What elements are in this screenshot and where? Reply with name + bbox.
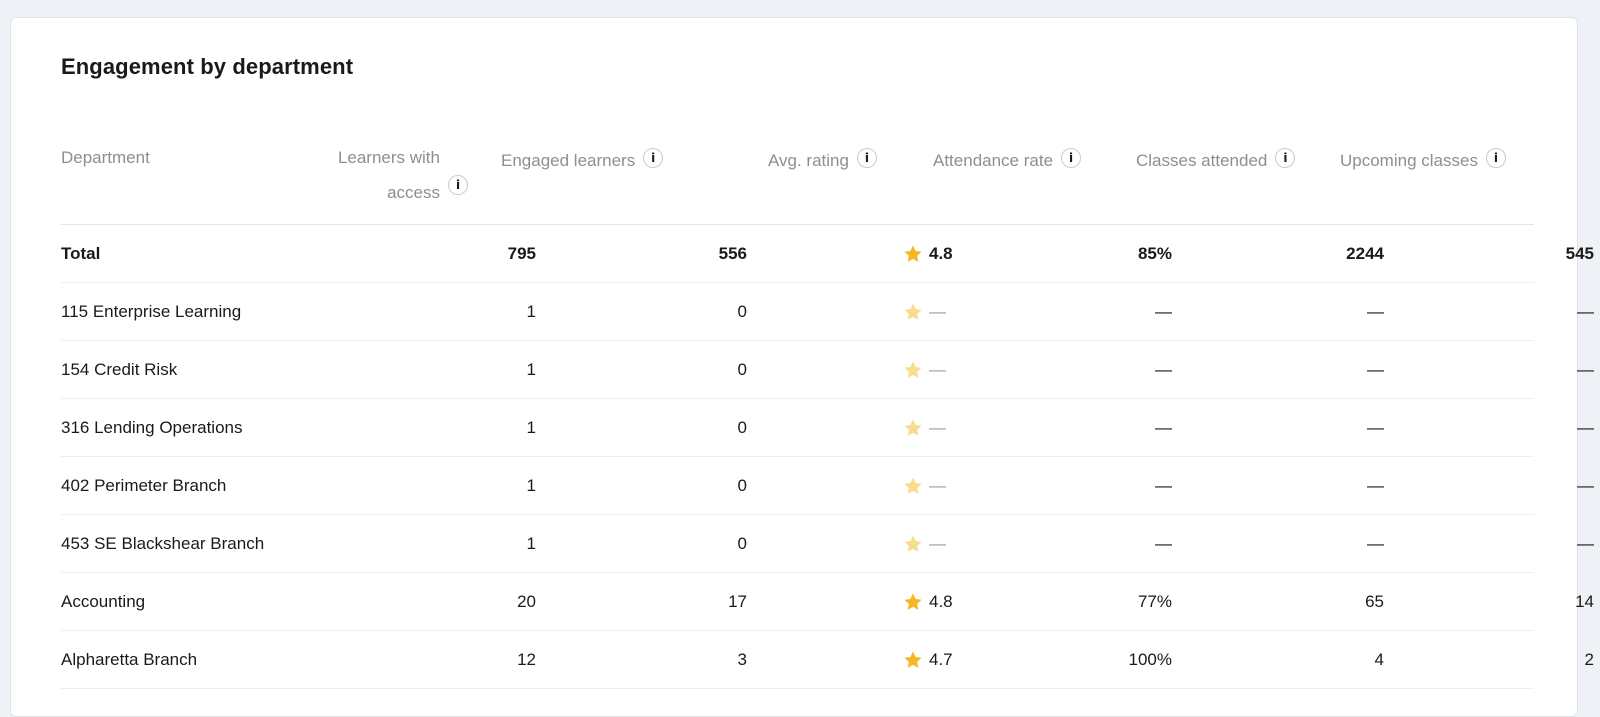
classes-attended-cell: —	[1367, 359, 1384, 379]
classes-attended-cell: —	[1367, 475, 1384, 495]
upcoming-classes-cell: 14	[1575, 591, 1594, 611]
engagement-card: Engagement by department Department Lear…	[10, 17, 1594, 717]
rating-value: 4.8	[929, 591, 953, 611]
table-body: Total 795 556 4.8 85% 2244 545 115 Enterprise L…	[61, 225, 1594, 689]
column-header-attendance-rate[interactable]: Attendance rate i	[933, 148, 1082, 171]
classes-attended-cell: 65	[1365, 591, 1384, 611]
rating-value: —	[929, 533, 946, 553]
learners-with-access-cell: 1	[526, 359, 536, 379]
engaged-learners-cell: 0	[737, 359, 747, 379]
classes-attended-cell: —	[1367, 301, 1384, 321]
engaged-learners-cell: 0	[737, 417, 747, 437]
column-header-engaged-learners[interactable]: Engaged learners i	[501, 148, 664, 171]
upcoming-classes-cell: 2	[1584, 649, 1594, 669]
column-header-learners-with-access[interactable]: Learners with access i	[316, 148, 468, 210]
learners-with-access-cell: 795	[507, 243, 536, 263]
rating-value: 4.8	[929, 243, 953, 263]
info-icon[interactable]: i	[643, 148, 664, 168]
info-icon[interactable]: i	[448, 175, 468, 195]
info-icon[interactable]: i	[1275, 148, 1296, 168]
star-icon	[904, 361, 922, 378]
engaged-learners-cell: 0	[737, 533, 747, 553]
department-cell: Accounting	[61, 592, 146, 611]
card-title: Engagement by department	[61, 54, 354, 79]
department-cell: 316 Lending Operations	[61, 418, 243, 437]
star-icon	[904, 593, 922, 610]
department-cell: 115 Enterprise Learning	[61, 302, 242, 321]
rating-value: —	[929, 359, 946, 379]
table-row[interactable]: 316 Lending Operations 1 0 — — — —	[61, 399, 1594, 457]
avg-rating-cell: 4.8	[761, 225, 961, 282]
engaged-learners-cell: 556	[718, 243, 747, 263]
column-header-classes-attended[interactable]: Classes attended i	[1136, 148, 1296, 171]
table-row[interactable]: 115 Enterprise Learning 1 0 — — — —	[61, 283, 1594, 341]
attendance-rate-cell: —	[1155, 533, 1172, 553]
attendance-rate-cell: —	[1155, 475, 1172, 495]
attendance-rate-cell: 85%	[1137, 243, 1172, 263]
classes-attended-cell: 2244	[1346, 243, 1384, 263]
learners-with-access-cell: 1	[526, 475, 536, 495]
engaged-learners-cell: 0	[737, 301, 747, 321]
department-cell: 154 Credit Risk	[61, 360, 178, 379]
rating-value: —	[929, 417, 946, 437]
learners-with-access-cell: 1	[526, 301, 536, 321]
attendance-rate-cell: —	[1155, 301, 1172, 321]
column-header-upcoming-classes[interactable]: Upcoming classes i	[1340, 148, 1506, 171]
table-row[interactable]: 154 Credit Risk 1 0 — — — —	[61, 341, 1594, 399]
column-header-avg-rating[interactable]: Avg. rating i	[768, 148, 877, 171]
info-icon[interactable]: i	[856, 148, 877, 168]
avg-rating-cell: 4.8	[761, 573, 961, 630]
total-row[interactable]: Total 795 556 4.8 85% 2244 545	[61, 225, 1594, 283]
rating-value: —	[929, 301, 946, 321]
table-header: Department Learners with access i Engage…	[61, 128, 1534, 225]
column-header-department[interactable]: Department	[61, 148, 150, 167]
engaged-learners-cell: 0	[737, 475, 747, 495]
upcoming-classes-cell: 545	[1565, 243, 1594, 263]
avg-rating-cell: 4.7	[761, 631, 961, 688]
learners-with-access-cell: 1	[526, 533, 536, 553]
attendance-rate-cell: —	[1155, 417, 1172, 437]
engaged-learners-cell: 3	[737, 649, 747, 669]
upcoming-classes-cell: —	[1577, 417, 1594, 437]
table-row[interactable]: 402 Perimeter Branch 1 0 — — — —	[61, 457, 1594, 515]
star-icon	[904, 535, 922, 552]
avg-rating-cell: —	[761, 341, 961, 398]
classes-attended-cell: 4	[1374, 649, 1384, 669]
avg-rating-cell: —	[761, 457, 961, 514]
classes-attended-cell: —	[1367, 533, 1384, 553]
star-icon	[904, 419, 922, 436]
rating-value: 4.7	[929, 649, 953, 669]
info-icon[interactable]: i	[1485, 148, 1506, 168]
classes-attended-cell: —	[1367, 417, 1384, 437]
info-icon[interactable]: i	[1061, 148, 1082, 168]
attendance-rate-cell: —	[1155, 359, 1172, 379]
star-icon	[904, 477, 922, 494]
star-icon	[904, 303, 922, 320]
attendance-rate-cell: 77%	[1137, 591, 1172, 611]
engagement-table: Department Learners with access i Engage…	[61, 128, 1594, 689]
department-cell: 402 Perimeter Branch	[61, 476, 227, 495]
table-row[interactable]: 453 SE Blackshear Branch 1 0 — — — —	[61, 515, 1594, 573]
attendance-rate-cell: 100%	[1128, 649, 1172, 669]
engaged-learners-cell: 17	[728, 591, 747, 611]
table-row[interactable]: Alpharetta Branch 12 3 4.7 100% 4 2	[61, 631, 1594, 689]
avg-rating-cell: —	[761, 399, 961, 456]
avg-rating-cell: —	[761, 515, 961, 572]
department-cell: 453 SE Blackshear Branch	[61, 534, 265, 553]
learners-with-access-cell: 1	[526, 417, 536, 437]
star-icon	[904, 245, 922, 262]
department-cell: Alpharetta Branch	[61, 650, 198, 669]
rating-value: —	[929, 475, 946, 495]
department-cell: Total	[61, 244, 101, 263]
upcoming-classes-cell: —	[1577, 533, 1594, 553]
upcoming-classes-cell: —	[1577, 359, 1594, 379]
upcoming-classes-cell: —	[1577, 301, 1594, 321]
star-icon	[904, 651, 922, 668]
upcoming-classes-cell: —	[1577, 475, 1594, 495]
avg-rating-cell: —	[761, 283, 961, 340]
table-row[interactable]: Accounting 20 17 4.8 77% 65 14	[61, 573, 1594, 631]
learners-with-access-cell: 12	[517, 649, 536, 669]
learners-with-access-cell: 20	[517, 591, 536, 611]
